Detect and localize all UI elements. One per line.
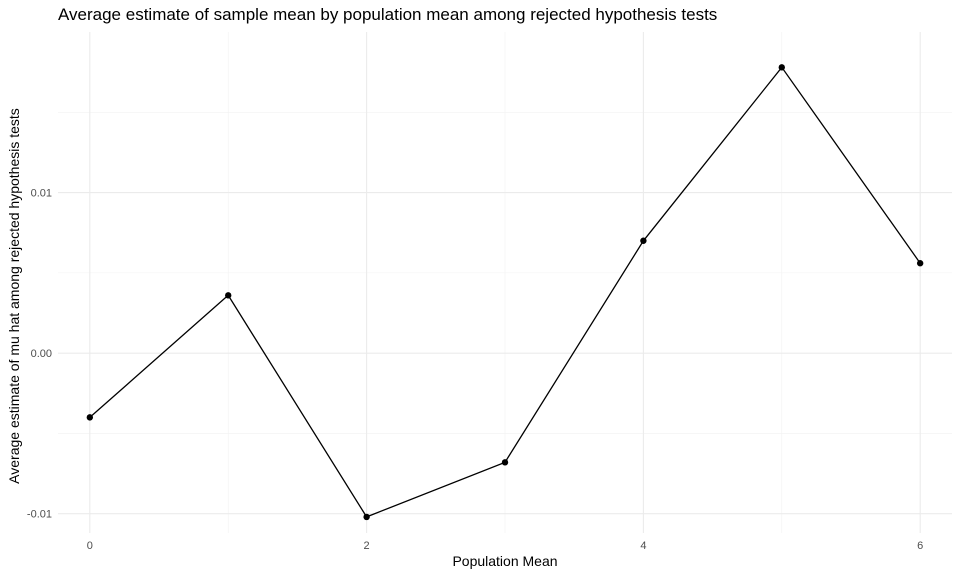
data-point — [86, 414, 94, 421]
data-points — [86, 64, 924, 521]
y-axis-title: Average estimate of mu hat among rejecte… — [6, 108, 22, 484]
y-tick-label: 0.01 — [31, 188, 52, 200]
x-tick-label: 2 — [364, 540, 370, 552]
grid — [58, 32, 952, 533]
data-point — [225, 292, 232, 299]
data-point — [778, 64, 785, 71]
x-tick-label: 4 — [640, 540, 646, 552]
y-tick-label: 0.00 — [31, 348, 52, 360]
data-point — [363, 513, 370, 521]
y-tick-label: -0.01 — [27, 509, 52, 521]
x-tick-labels: 0 2 4 6 — [87, 540, 923, 552]
data-point — [501, 459, 509, 466]
chart-title: Average estimate of sample mean by popul… — [58, 5, 717, 24]
data-point — [640, 237, 647, 244]
x-tick-label: 6 — [917, 540, 923, 552]
x-axis-title: Population Mean — [452, 553, 557, 569]
x-tick-label: 0 — [87, 540, 93, 552]
data-point — [916, 260, 924, 267]
y-tick-labels: -0.01 0.00 0.01 — [27, 188, 52, 521]
